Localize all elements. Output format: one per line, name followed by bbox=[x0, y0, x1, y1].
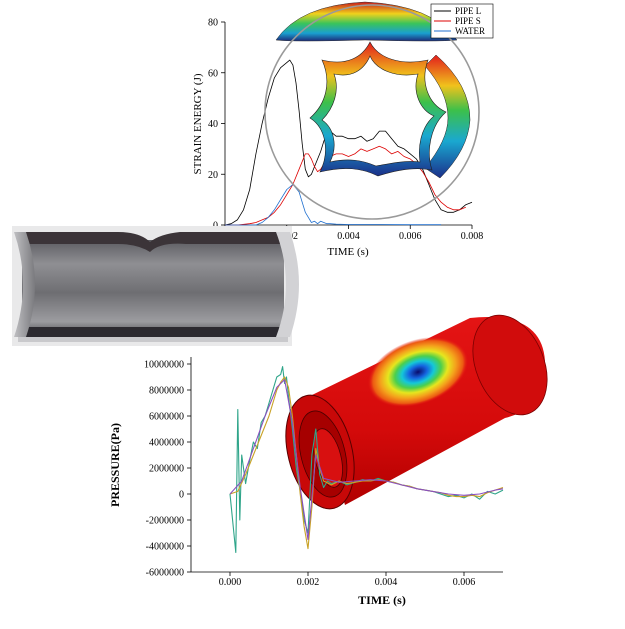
legend-label-water: WATER bbox=[455, 26, 485, 36]
outer-circle bbox=[264, 4, 480, 220]
cylinder-hotspot-contour bbox=[367, 337, 469, 407]
pipe-left-end bbox=[14, 232, 35, 337]
chart2-y-tick-label: 10000000 bbox=[144, 360, 184, 371]
chart2-x-tick-label: 0.002 bbox=[297, 577, 320, 588]
chart1-x-tick-label: 0.004 bbox=[337, 231, 360, 242]
pipe-right-end bbox=[276, 232, 299, 337]
chart1-legend: PIPE L PIPE S WATER bbox=[430, 3, 494, 39]
chart1-x-tick-label: 0.008 bbox=[461, 231, 484, 242]
pressure-chart: 0.000 0.002 0.004 0.006 10000000 8000000 60000… bbox=[108, 357, 504, 607]
chart1-series-line-2 bbox=[225, 145, 466, 226]
chart2-y-tick-label: 6000000 bbox=[149, 412, 184, 423]
chart1-series-line-1 bbox=[224, 59, 473, 226]
chart2-x-tick-label: 0.000 bbox=[219, 577, 242, 588]
pipe-top-edge-dent bbox=[22, 232, 284, 252]
pressure-cylinder bbox=[285, 314, 548, 510]
chart1-series-lines bbox=[224, 59, 473, 226]
chart2-series-line-1 bbox=[229, 366, 504, 554]
chart2-y-tick-label: 2000000 bbox=[149, 464, 184, 475]
chart2-y-tick-label: -4000000 bbox=[146, 542, 184, 553]
pipe-body bbox=[22, 240, 284, 336]
cross-section-overlay bbox=[264, 1, 480, 220]
chart1-y-tick-label: 20 bbox=[208, 170, 218, 181]
legend-label-pipe-l: PIPE L bbox=[455, 6, 481, 16]
pipe-bottom-edge bbox=[22, 327, 284, 337]
chart1-x-label: TIME (s) bbox=[327, 246, 369, 258]
chart1-series-line-3 bbox=[225, 183, 442, 226]
legend-label-pipe-s: PIPE S bbox=[455, 16, 481, 26]
star-ring bbox=[309, 41, 447, 177]
chart2-y-tick-label: -2000000 bbox=[146, 516, 184, 527]
chart2-y-tick-label: -6000000 bbox=[146, 568, 184, 579]
contour-band-top bbox=[275, 1, 458, 42]
chart2-x-tick-label: 0.004 bbox=[375, 577, 398, 588]
chart1-x-tick-label: 0.006 bbox=[399, 231, 422, 242]
chart1-y-label: STRAIN ENERGY (J) bbox=[192, 73, 204, 174]
chart2-x-label: TIME (s) bbox=[358, 593, 406, 607]
chart2-y-tick-label: 4000000 bbox=[149, 438, 184, 449]
chart2-y-tick-label: 8000000 bbox=[149, 386, 184, 397]
chart2-y-tick-label: 0 bbox=[179, 490, 184, 501]
chart2-series-line-3 bbox=[229, 379, 504, 541]
chart2-x-tick-label: 0.006 bbox=[453, 577, 476, 588]
chart1-y-tick-label: 60 bbox=[208, 68, 218, 79]
cylinder-far-end bbox=[472, 314, 548, 416]
chart2-y-label: PRESSURE(Pa) bbox=[108, 423, 122, 507]
ring-right-arc bbox=[424, 54, 471, 179]
pipe-photo bbox=[12, 226, 299, 346]
pipe-bottom-lip bbox=[18, 337, 288, 342]
chart1-y-tick-label: 40 bbox=[208, 119, 218, 130]
chart2-series-line-2 bbox=[229, 376, 504, 550]
chart1-y-tick-label: 80 bbox=[208, 18, 218, 29]
chart2-ticks: 0.000 0.002 0.004 0.006 10000000 8000000 60000… bbox=[144, 360, 475, 589]
chart2-series-lines bbox=[229, 366, 504, 554]
